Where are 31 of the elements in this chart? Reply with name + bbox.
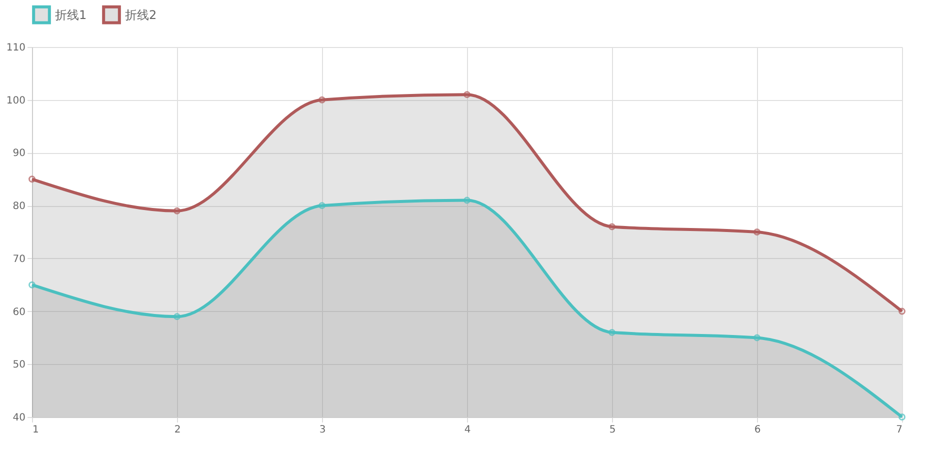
point bbox=[174, 313, 180, 320]
point bbox=[174, 207, 180, 214]
point bbox=[608, 223, 616, 230]
point bbox=[318, 202, 326, 210]
x-tick-label: 6 bbox=[754, 424, 761, 436]
point bbox=[464, 196, 470, 204]
y-tick-label: 110 bbox=[6, 42, 26, 54]
point bbox=[898, 414, 906, 420]
point bbox=[318, 96, 326, 104]
y-tick-label: 60 bbox=[12, 306, 26, 318]
x-tick-label: 1 bbox=[32, 424, 39, 436]
y-tick-label: 50 bbox=[12, 360, 26, 371]
legend-label: 折线2 bbox=[125, 8, 157, 22]
x-tick-label: 4 bbox=[464, 424, 471, 436]
x-tick-label: 3 bbox=[319, 424, 326, 436]
x-tick-label: 2 bbox=[174, 424, 181, 436]
y-tick-label: 70 bbox=[12, 254, 26, 265]
point bbox=[28, 281, 36, 288]
x-tick-label: 7 bbox=[896, 424, 902, 436]
y-tick-label: 90 bbox=[12, 148, 26, 160]
y-tick-label: 80 bbox=[12, 201, 26, 212]
y-tick-label: 40 bbox=[12, 412, 26, 424]
point bbox=[608, 328, 616, 336]
x-tick-label: 5 bbox=[609, 424, 616, 436]
point bbox=[754, 334, 760, 342]
point bbox=[898, 308, 906, 315]
y-tick-label: 100 bbox=[6, 95, 26, 106]
point bbox=[28, 176, 36, 183]
legend-label: 折线1 bbox=[55, 8, 87, 22]
point bbox=[464, 91, 470, 98]
point bbox=[754, 228, 760, 236]
